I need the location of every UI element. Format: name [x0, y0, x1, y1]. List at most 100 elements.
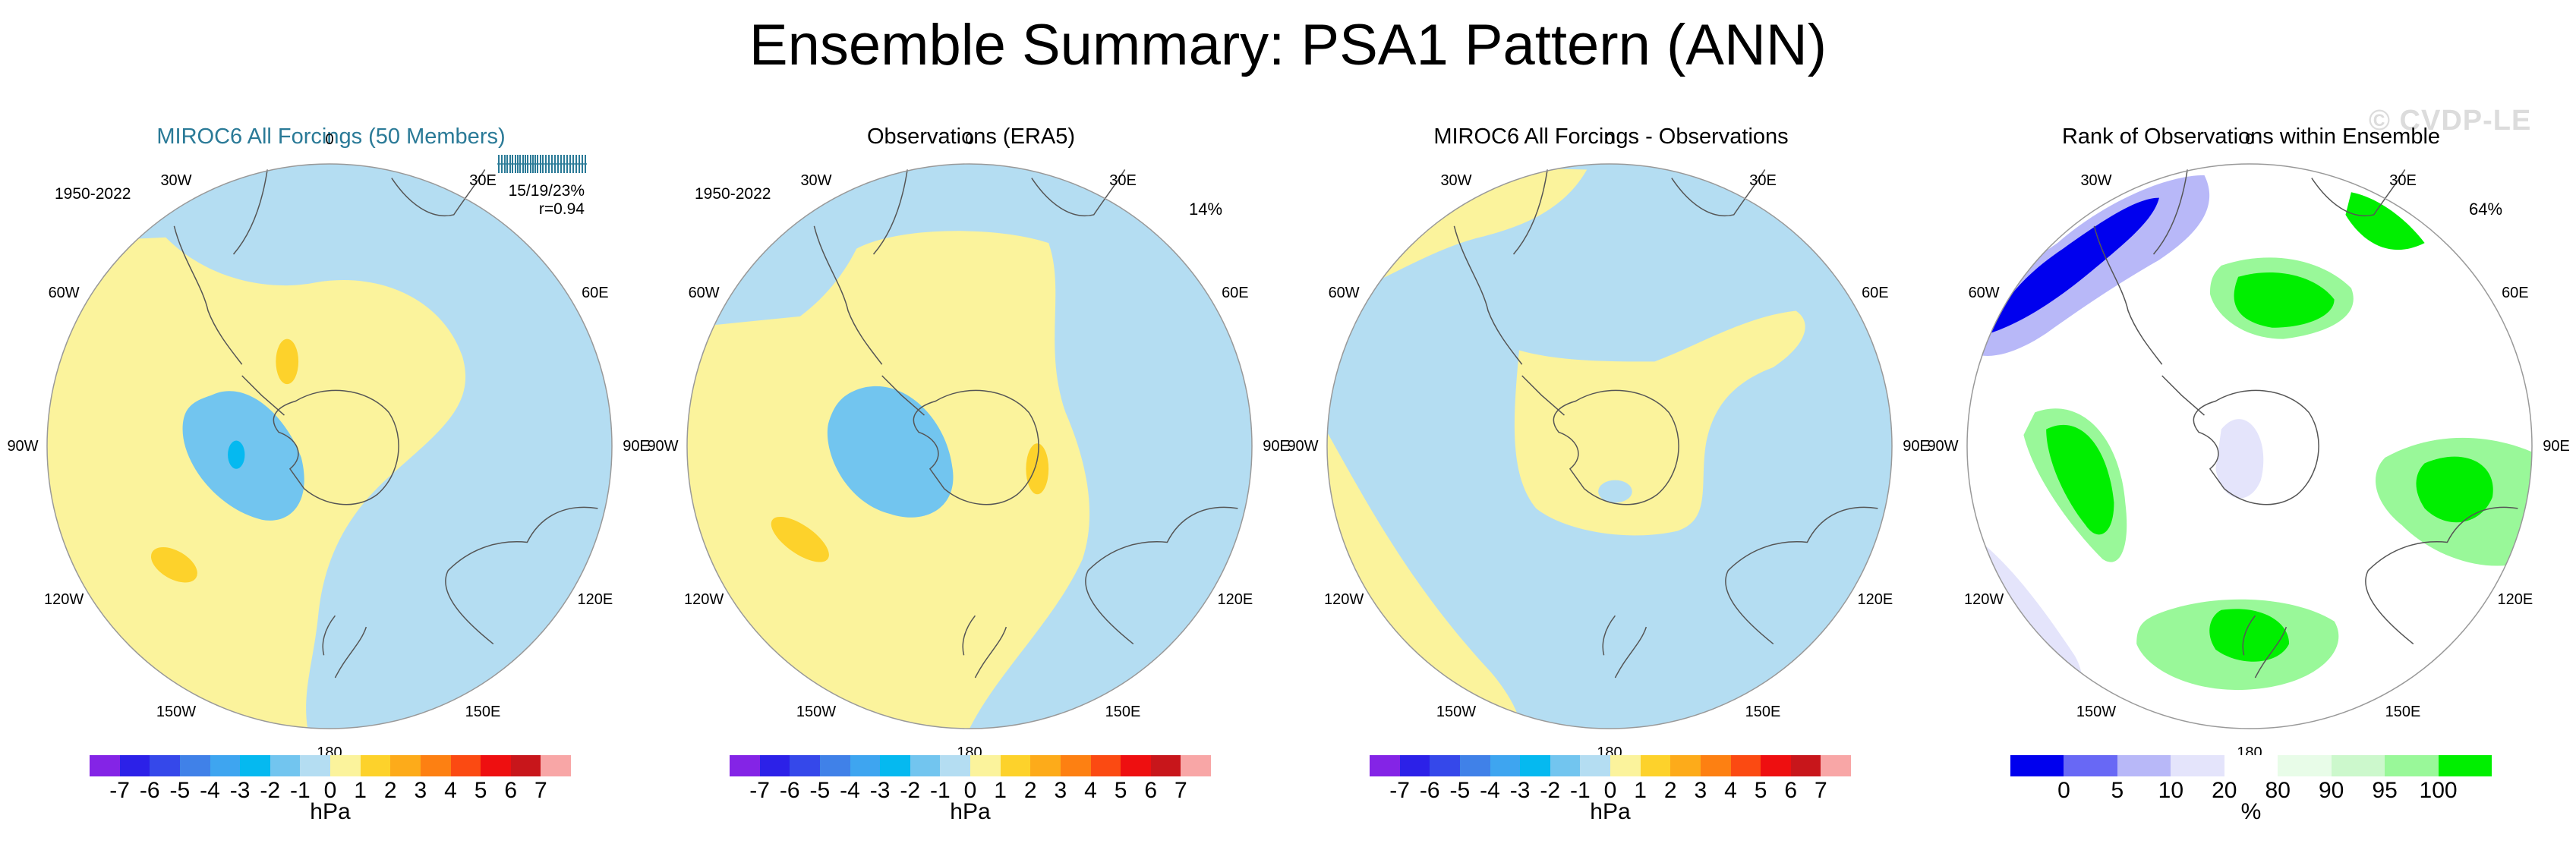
compass-label: 60W	[48, 285, 80, 301]
colorbar-swatch	[910, 755, 941, 776]
new-zealand-coastline	[962, 615, 1007, 679]
compass-label: 60E	[1222, 285, 1249, 301]
colorbar-tick-label: 2	[383, 778, 397, 803]
colorbar-swatch	[450, 755, 481, 776]
panel4-stat: 64%	[2469, 200, 2503, 219]
colorbar-tick-label: -1	[290, 778, 311, 803]
colorbar-tick-label: -5	[169, 778, 191, 803]
colorbar-swatch	[240, 755, 270, 776]
colorbar-swatch	[1821, 755, 1851, 776]
colorbar-swatch	[1150, 755, 1181, 776]
colorbar-tick-label: 7	[534, 778, 547, 803]
compass-label: 0	[325, 131, 334, 148]
colorbar-tick-label: -7	[749, 778, 770, 803]
colorbar-swatch	[1520, 755, 1550, 776]
negative-anomaly-region	[687, 164, 1252, 729]
colorbar-tick-label: 0	[323, 778, 337, 803]
colorbar-swatch	[970, 755, 1001, 776]
compass-label: 0	[1605, 131, 1614, 148]
compass-label: 120W	[1324, 591, 1364, 608]
compass-label: 30E	[2389, 172, 2417, 190]
colorbar-swatch	[1761, 755, 1791, 776]
compass-label: 120E	[1857, 591, 1893, 608]
compass-label: 150W	[1436, 703, 1477, 720]
panel2-unit: hPa	[950, 799, 991, 824]
panel3-unit: hPa	[1590, 799, 1631, 824]
panel4-coastlines-rim	[1966, 163, 2533, 729]
colorbar-tick-label: 100	[2419, 778, 2458, 803]
low-rank-patch	[2215, 419, 2264, 499]
compass-label: 0	[965, 131, 974, 148]
colorbar-tick-label: -3	[869, 778, 891, 803]
panel2-polar-map	[686, 163, 1253, 729]
positive-anomaly-patch	[276, 338, 299, 385]
map-field	[1327, 164, 1892, 729]
colorbar-tick-label: 1	[354, 778, 367, 803]
colorbar-swatch	[940, 755, 970, 776]
antarctica-coastline	[1553, 389, 1679, 505]
colorbar-tick-label: 3	[414, 778, 427, 803]
panel1-polar-map	[46, 163, 613, 729]
compass-label: 30E	[1109, 172, 1137, 190]
panel4-polar-map	[1966, 163, 2533, 729]
colorbar-tick-label: 95	[2372, 778, 2398, 803]
colorbar-tick-label: 7	[1174, 778, 1187, 803]
colorbar-swatch	[390, 755, 421, 776]
colorbar-swatch	[2010, 755, 2064, 776]
colorbar-swatch	[730, 755, 760, 776]
compass-label: 60E	[582, 285, 609, 301]
panel1-title: MIROC6 All Forcings (50 Members)	[156, 124, 506, 149]
peninsula-coastline	[1521, 375, 1565, 416]
colorbar-swatch	[819, 755, 850, 776]
colorbar-swatch	[1430, 755, 1460, 776]
colorbar-tick-label: -2	[260, 778, 281, 803]
compass-label: 150E	[465, 703, 501, 720]
colorbar-swatch	[541, 755, 571, 776]
colorbar-tick-label: 4	[444, 778, 457, 803]
peninsula-coastline	[881, 375, 925, 416]
antarctica-coastline	[913, 389, 1039, 505]
colorbar-swatch	[270, 755, 301, 776]
highest-rank-region	[2234, 272, 2335, 328]
panel4-unit: %	[2240, 799, 2262, 824]
panel1-correlation: r=0.94	[538, 200, 585, 218]
colorbar-swatch	[330, 755, 361, 776]
colorbar-tick-label: 6	[1144, 778, 1158, 803]
panel2-coastlines-rim	[686, 163, 1253, 729]
compass-label: 60E	[1862, 285, 1889, 301]
compass-label: 120E	[2497, 591, 2533, 608]
colorbar-swatch	[510, 755, 541, 776]
colorbar-swatch	[1790, 755, 1821, 776]
south-america-coastline	[1453, 169, 1548, 365]
colorbar-swatch	[1459, 755, 1490, 776]
colorbar-tick-label: -4	[840, 778, 860, 803]
colorbar-tick-label: -1	[930, 778, 951, 803]
compass-label: 30W	[800, 172, 832, 190]
colorbar-tick-label: -4	[1480, 778, 1500, 803]
colorbar-swatch	[1000, 755, 1031, 776]
colorbar-tick-label: 6	[1784, 778, 1798, 803]
highest-rank-region	[2209, 609, 2290, 662]
compass-label: 150W	[2076, 703, 2117, 720]
colorbar-swatch	[179, 755, 210, 776]
colorbar-swatch	[2278, 755, 2332, 776]
colorbar-tick-label: 4	[1724, 778, 1737, 803]
colorbar-swatch	[880, 755, 910, 776]
colorbar-swatch	[90, 755, 120, 776]
colorbar-swatch	[1490, 755, 1521, 776]
colorbar-swatch	[1550, 755, 1581, 776]
colorbar-tick-label: -5	[1449, 778, 1471, 803]
compass-label: 30E	[469, 172, 497, 190]
compass-label: 30W	[160, 172, 192, 190]
colorbar-swatch	[759, 755, 790, 776]
colorbar-tick-label: 20	[2212, 778, 2237, 803]
compass-label: 90E	[2543, 438, 2570, 455]
colorbar-tick-label: -2	[900, 778, 921, 803]
australia-coastline	[1085, 506, 1238, 644]
compass-label: 120E	[577, 591, 613, 608]
colorbar-swatch	[2171, 755, 2224, 776]
colorbar-swatch	[119, 755, 150, 776]
antarctica-coastline	[2193, 389, 2319, 505]
colorbar-tick-label: 1	[994, 778, 1007, 803]
colorbar-swatch	[1700, 755, 1731, 776]
